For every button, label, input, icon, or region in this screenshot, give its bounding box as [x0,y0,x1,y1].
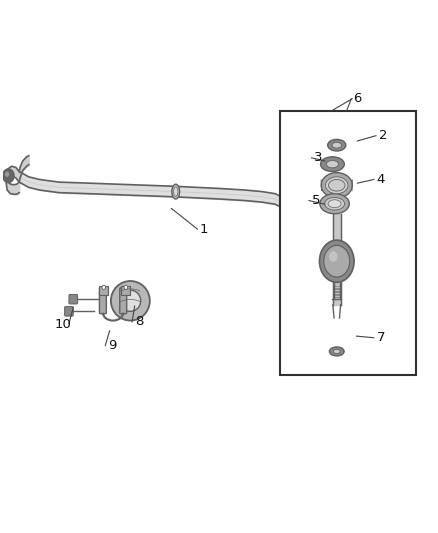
Ellipse shape [172,184,180,199]
Ellipse shape [320,193,349,214]
Circle shape [319,240,354,282]
Text: 10: 10 [55,318,71,331]
Ellipse shape [111,281,150,320]
Circle shape [124,285,127,289]
Text: 1: 1 [200,223,208,236]
Bar [121,286,130,295]
Ellipse shape [329,347,344,356]
Ellipse shape [328,140,346,151]
FancyBboxPatch shape [99,288,106,314]
Ellipse shape [173,187,178,196]
FancyBboxPatch shape [65,306,73,316]
Ellipse shape [321,173,352,198]
Bar [99,286,108,295]
Polygon shape [332,239,344,248]
Circle shape [329,251,338,262]
Text: 4: 4 [377,173,385,186]
Text: 7: 7 [377,331,385,344]
Ellipse shape [325,177,348,193]
Circle shape [3,169,14,183]
Ellipse shape [326,160,339,168]
Ellipse shape [333,349,340,353]
Ellipse shape [328,180,345,191]
Text: 8: 8 [134,316,143,328]
FancyBboxPatch shape [120,288,127,314]
Text: 5: 5 [311,194,320,207]
Ellipse shape [328,200,341,208]
Circle shape [5,172,9,177]
Text: 2: 2 [379,129,388,142]
Ellipse shape [325,197,345,210]
Text: 3: 3 [314,151,323,164]
Bar [279,111,416,375]
Circle shape [324,245,350,277]
Ellipse shape [332,142,342,148]
Ellipse shape [321,157,344,172]
Circle shape [102,285,106,289]
Text: 6: 6 [353,92,361,106]
FancyBboxPatch shape [69,294,78,304]
Ellipse shape [120,290,141,311]
Text: 9: 9 [108,339,116,352]
